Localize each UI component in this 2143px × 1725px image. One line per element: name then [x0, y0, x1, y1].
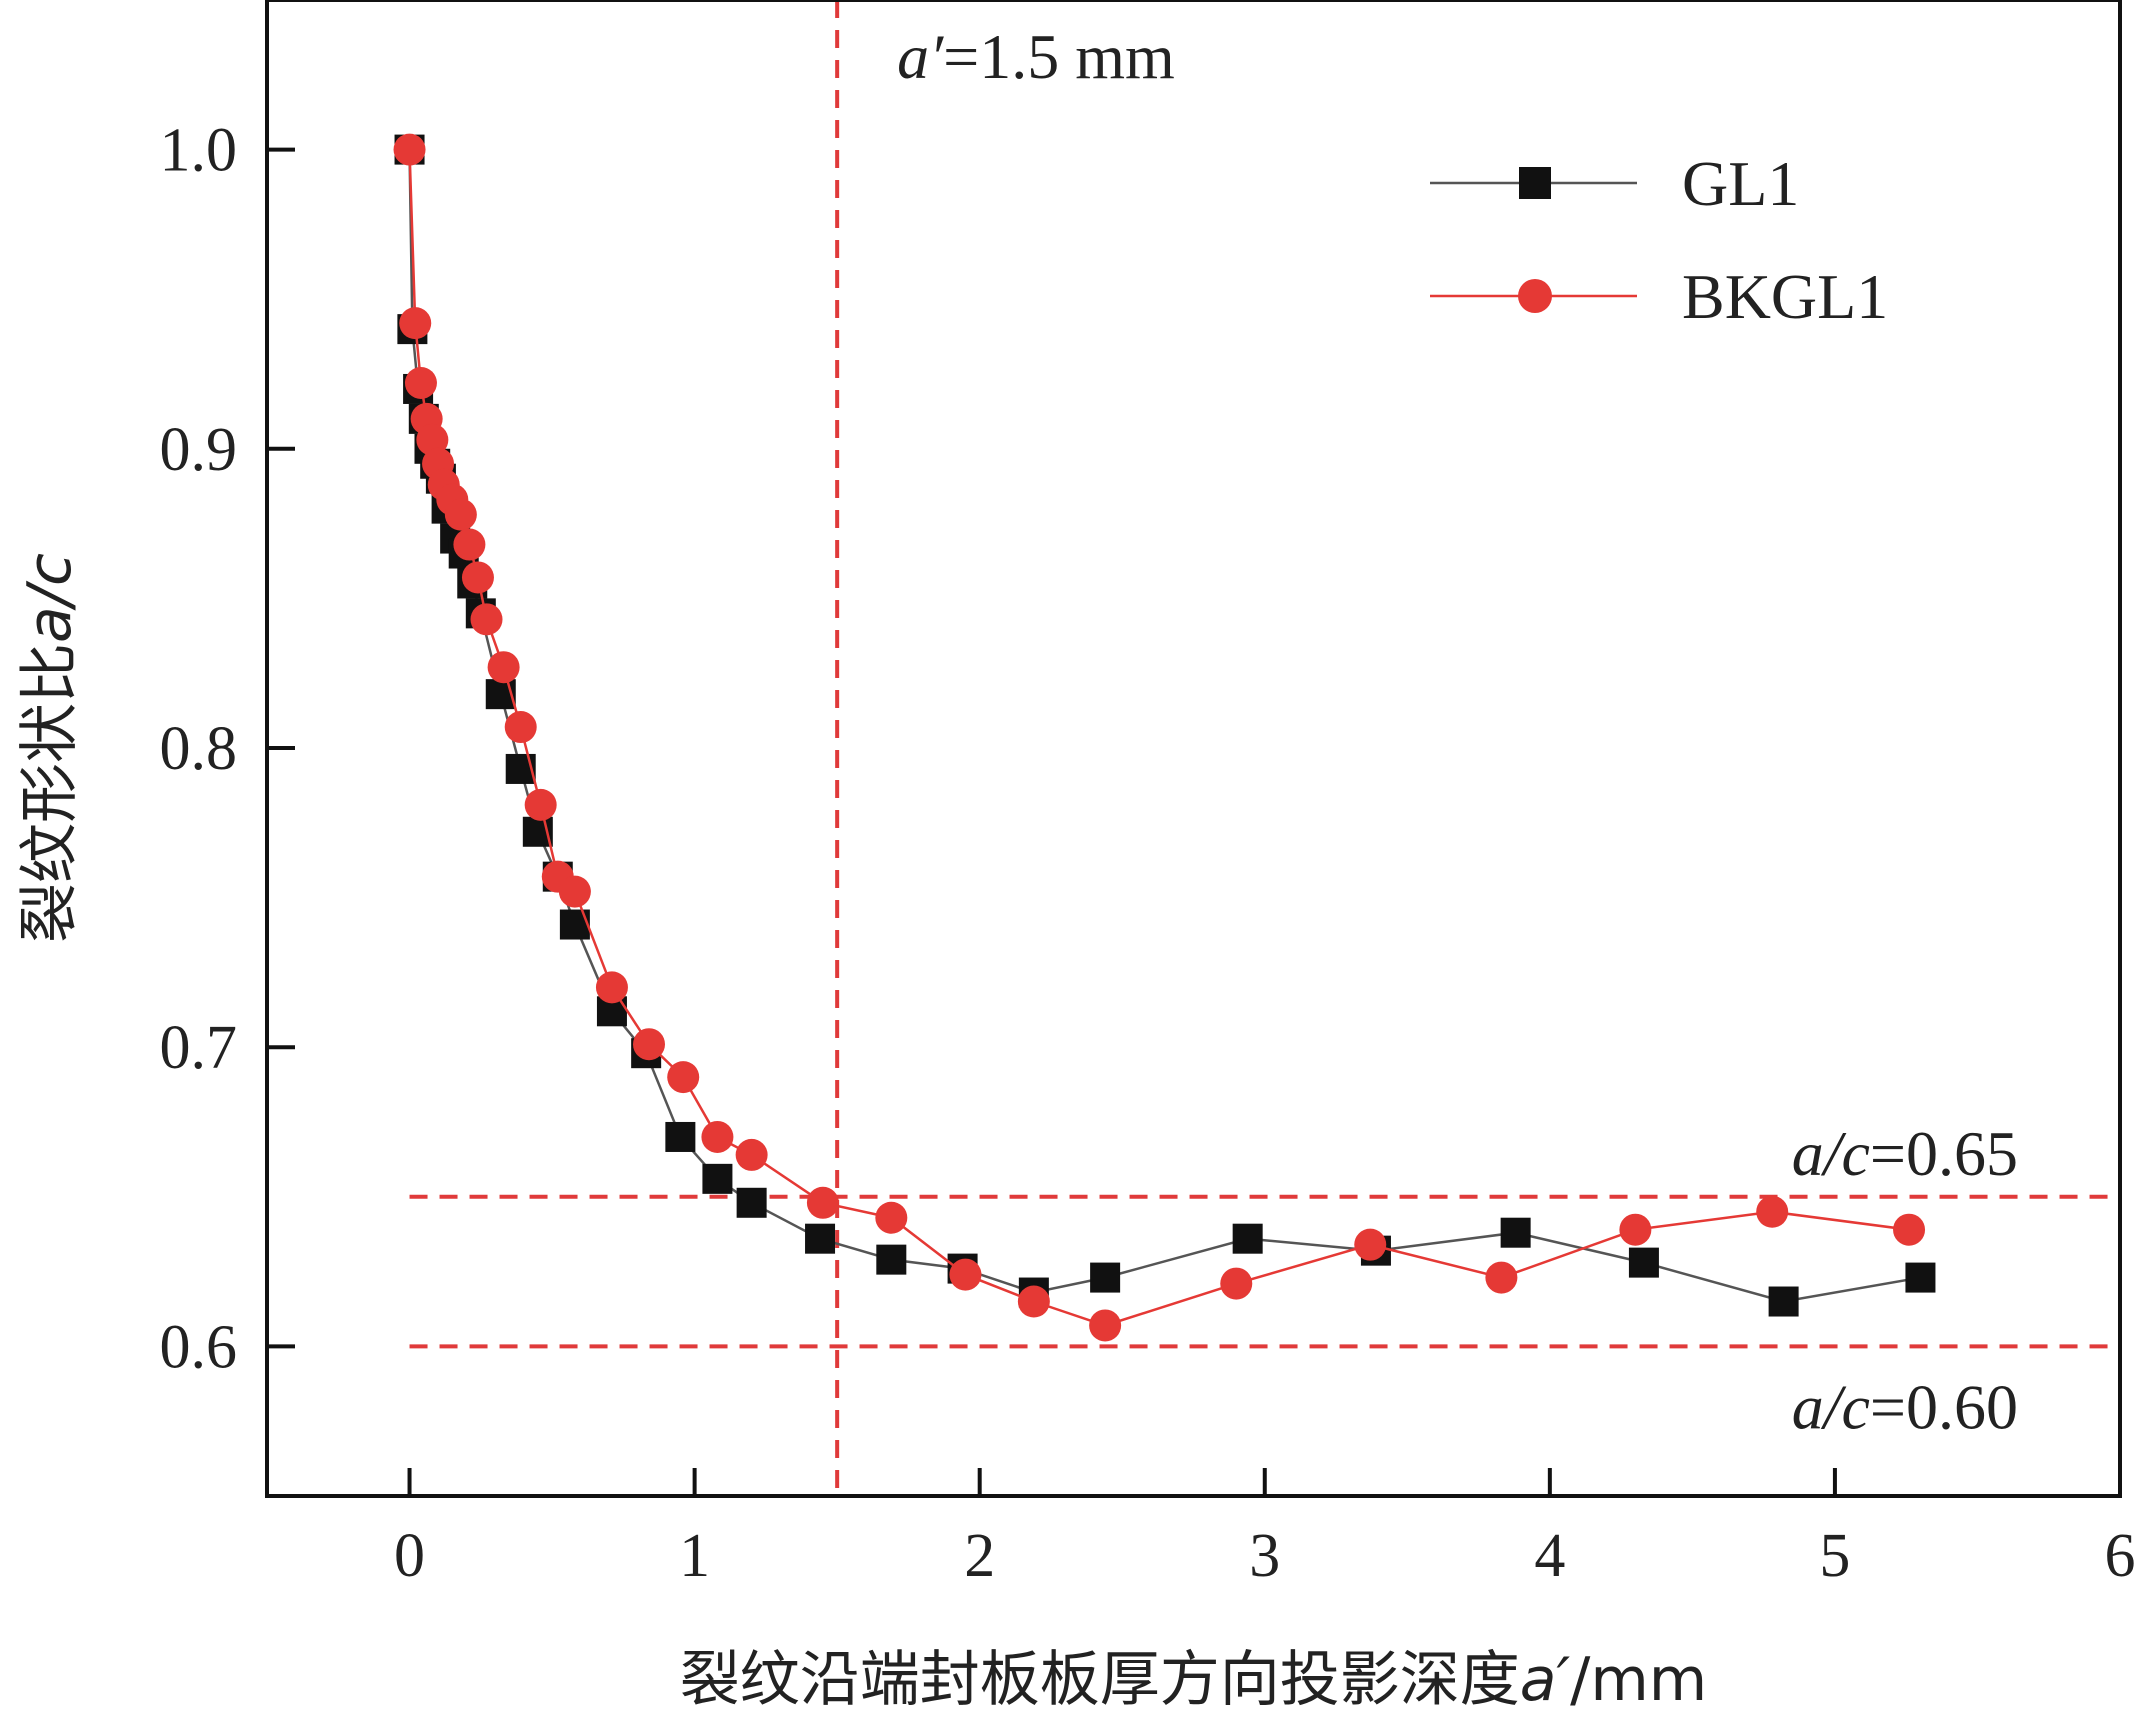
data-point [595, 971, 628, 1004]
data-point [444, 498, 477, 531]
x-tick-label: 4 [1534, 1522, 1565, 1590]
legend-label: BKGL1 [1682, 261, 1888, 332]
x-tick-label: 3 [1249, 1522, 1280, 1590]
data-point [1905, 1262, 1936, 1293]
data-point [736, 1187, 767, 1218]
data-point [559, 909, 590, 940]
legend-label: GL1 [1682, 148, 1799, 219]
y-tick-label: 0.8 [160, 715, 238, 783]
data-point [702, 1163, 733, 1194]
data-point [701, 1120, 734, 1153]
legend-item-BKGL1: BKGL1 [1430, 261, 1888, 332]
reference-label: a′=1.5 mm [897, 21, 1175, 92]
data-point [399, 307, 432, 340]
y-tick-label: 0.7 [160, 1014, 238, 1082]
data-point [1519, 167, 1551, 199]
data-point [453, 528, 486, 561]
x-tick-label: 6 [2105, 1522, 2136, 1590]
y-axis-title: 裂纹形状比a/c [15, 553, 85, 943]
data-point [1518, 279, 1552, 313]
data-point [1768, 1286, 1799, 1317]
data-point [735, 1138, 768, 1171]
data-point [504, 711, 537, 744]
plot-frame [265, 0, 2122, 1498]
x-tick-label: 5 [1819, 1522, 1850, 1590]
data-point [524, 788, 557, 821]
data-point [1893, 1213, 1926, 1246]
y-tick-label: 0.6 [160, 1313, 238, 1381]
y-tick-label: 0.9 [160, 416, 238, 484]
data-point [1756, 1195, 1789, 1228]
data-point [949, 1258, 982, 1291]
data-point [1232, 1223, 1263, 1254]
x-tick-label: 1 [679, 1522, 710, 1590]
x-tick-label: 2 [964, 1522, 995, 1590]
data-series [393, 133, 1936, 1342]
data-point [1354, 1228, 1387, 1261]
x-tick-label: 0 [394, 1522, 425, 1590]
data-point [1220, 1267, 1253, 1300]
data-point [1628, 1247, 1659, 1278]
data-point [393, 133, 426, 166]
reference-label: a/c=0.65 [1792, 1118, 2018, 1189]
data-point [633, 1028, 666, 1061]
data-point [404, 366, 437, 399]
data-point [1089, 1309, 1122, 1342]
data-point [487, 651, 520, 684]
y-tick-label: 1.0 [160, 117, 238, 185]
axes: 0 1 2 3 4 5 6 0.6 0.7 0.8 0.9 1.0 裂纹沿端封板板厚方向投影深度a′/m… [15, 0, 2136, 1715]
reference-label: a/c=0.60 [1792, 1371, 2018, 1442]
data-point [1090, 1262, 1121, 1293]
legend-item-GL1: GL1 [1430, 148, 1799, 219]
data-point [805, 1223, 836, 1254]
data-point [1017, 1285, 1050, 1318]
data-point [665, 1121, 696, 1152]
data-point [876, 1244, 907, 1275]
data-point [416, 423, 449, 456]
legend: GL1 BKGL1 [1430, 148, 1888, 332]
data-point [1619, 1213, 1652, 1246]
data-point [470, 603, 503, 636]
reference-lines: a′=1.5 mm a/c=0.65 a/c=0.60 [409, 0, 2115, 1496]
data-point [875, 1201, 908, 1234]
x-axis-title: 裂纹沿端封板板厚方向投影深度a′/mm [680, 1645, 1708, 1715]
data-point [1500, 1217, 1531, 1248]
data-point [461, 561, 494, 594]
data-point [806, 1186, 839, 1219]
data-point [558, 875, 591, 908]
data-point [1485, 1261, 1518, 1294]
series-BKGL1 [393, 133, 1926, 1342]
data-point [667, 1061, 700, 1094]
